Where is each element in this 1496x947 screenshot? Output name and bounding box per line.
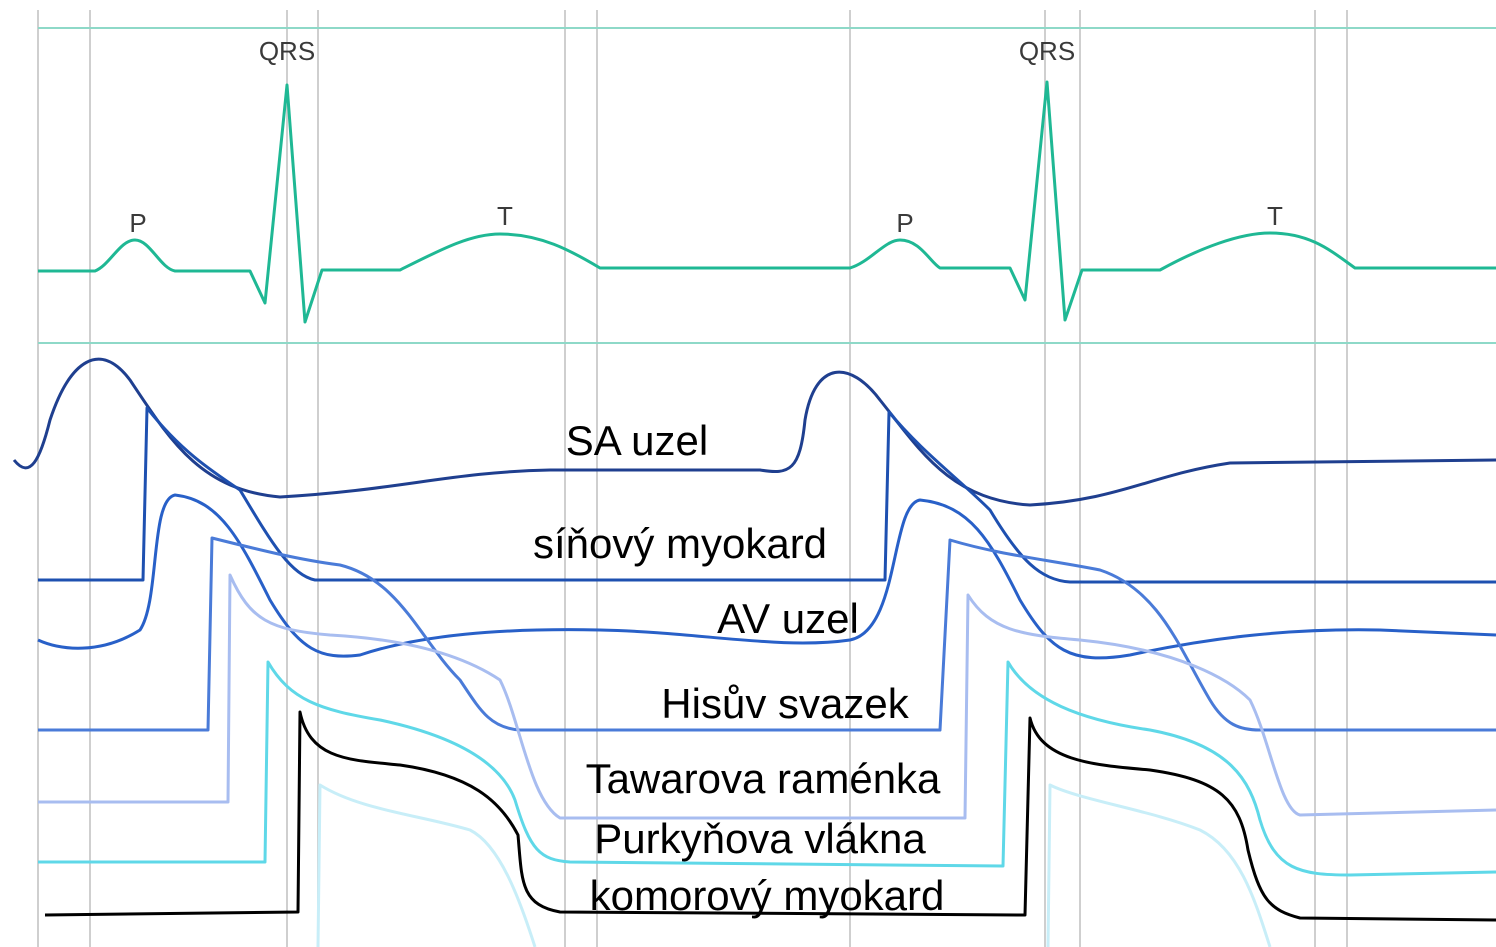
trace (12, 357, 1496, 507)
trace-label: komorový myokard (590, 872, 945, 919)
trace (37, 493, 1496, 660)
t-label: T (1267, 201, 1283, 231)
trace-label: síňový myokard (533, 520, 827, 567)
t-label: T (497, 201, 513, 231)
trace (38, 406, 1496, 584)
trace-label: AV uzel (717, 595, 859, 642)
qrs-label: QRS (259, 36, 315, 66)
trace (44, 710, 1496, 922)
trace (38, 660, 1496, 877)
trace-label: Purkyňova vlákna (594, 815, 926, 862)
trace (38, 536, 1496, 732)
qrs-label: QRS (1019, 36, 1075, 66)
p-label: P (129, 208, 146, 238)
trace-label: Tawarova raménka (586, 755, 941, 802)
p-label: P (896, 208, 913, 238)
trace (316, 783, 537, 947)
trace-label: SA uzel (566, 417, 708, 464)
trace (1046, 783, 1272, 947)
trace (38, 573, 1496, 820)
grid (37, 10, 1496, 947)
ecg-trace (38, 80, 1496, 324)
trace-label: Hisův svazek (661, 680, 909, 727)
